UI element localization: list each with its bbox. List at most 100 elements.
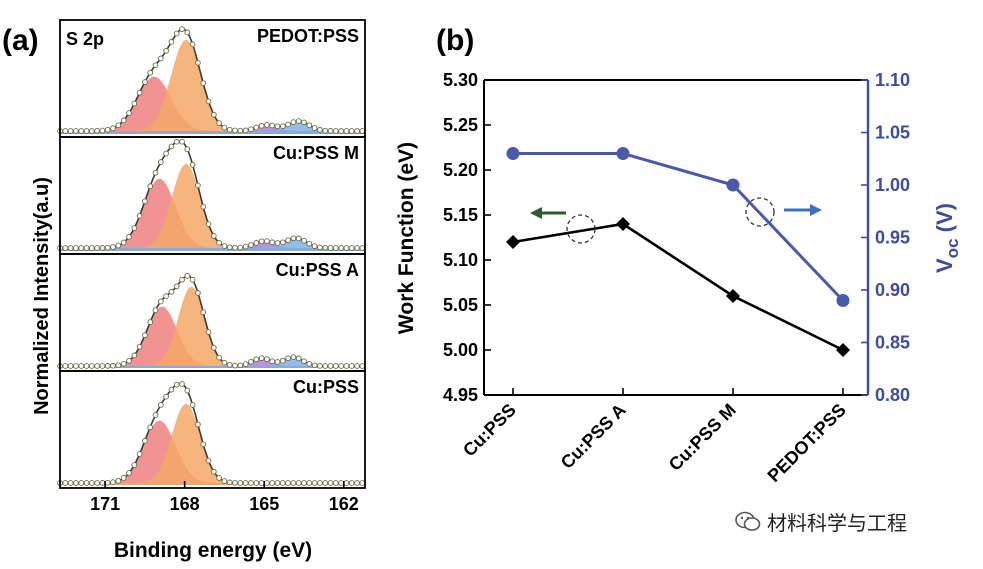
- data-point: [332, 363, 339, 369]
- data-point: [290, 354, 297, 360]
- data-point: [168, 143, 175, 150]
- data-point: [83, 128, 90, 134]
- data-point: [354, 245, 360, 251]
- data-point: [157, 298, 164, 305]
- data-point: [348, 245, 355, 251]
- data-point: [264, 238, 270, 244]
- data-point: [88, 480, 95, 486]
- data-point: [195, 421, 201, 428]
- data-point: [152, 62, 159, 69]
- panel-b-left-axis-label: Work Function (eV): [395, 142, 418, 334]
- x-tick-label: 168: [170, 494, 200, 514]
- data-point: [189, 276, 196, 283]
- data-point: [142, 332, 148, 339]
- data-point: [354, 128, 360, 134]
- data-point: [258, 238, 265, 245]
- xps-stack: PEDOT:PSS Cu:PSS M Cu:PSS A Cu:PSS: [57, 19, 366, 489]
- right-y-tick-label: 1.10: [875, 70, 910, 90]
- data-point: [322, 127, 329, 134]
- data-point: [83, 363, 90, 369]
- data-point: [115, 242, 122, 249]
- data-point: [248, 242, 254, 248]
- data-point: [343, 128, 350, 134]
- data-point: [126, 110, 132, 116]
- data-point: [131, 225, 138, 231]
- fit-component-peak: [60, 420, 365, 485]
- data-point: [221, 359, 228, 366]
- data-point: [94, 245, 100, 251]
- data-point: [78, 245, 85, 251]
- data-point: [226, 362, 233, 368]
- data-point: [163, 393, 169, 400]
- data-point: [279, 123, 286, 130]
- data-point: [216, 120, 222, 126]
- data-point: [205, 329, 212, 335]
- right-arrow-icon: [810, 204, 822, 216]
- data-point: [99, 245, 106, 251]
- data-point: [163, 293, 169, 299]
- right-y-tick-label: 0.85: [875, 333, 910, 353]
- data-point: [295, 235, 302, 242]
- data-point: [195, 59, 201, 66]
- data-point: [301, 480, 307, 486]
- data-point: [67, 480, 74, 486]
- left-y-tick-label: 4.95: [443, 385, 478, 405]
- data-point: [216, 475, 222, 481]
- left-y-tick-label: 5.00: [443, 340, 478, 360]
- data-point: [115, 362, 122, 369]
- data-point: [67, 128, 74, 134]
- data-point: [279, 239, 286, 246]
- data-point: [104, 244, 111, 251]
- data-point: [147, 319, 154, 325]
- data-point: [120, 475, 127, 481]
- data-point: [78, 128, 85, 134]
- data-point: [195, 182, 201, 189]
- data-point: [179, 138, 185, 145]
- work-function-point: [836, 343, 850, 357]
- left-y-tick-label: 5.10: [443, 250, 478, 270]
- data-point: [242, 243, 249, 250]
- panel-b-plot: 5.30 5.25 5.20 5.15 5.10 5.05 5.00 4.95 1.10 1.05…: [443, 70, 910, 486]
- left-y-tick-label: 5.05: [443, 295, 478, 315]
- data-point: [311, 362, 318, 369]
- data-point: [279, 357, 286, 364]
- data-point: [136, 213, 143, 219]
- data-point: [216, 239, 222, 246]
- data-point: [301, 237, 307, 244]
- data-point: [232, 362, 238, 369]
- data-point: [359, 128, 366, 134]
- data-point: [104, 363, 111, 369]
- x-category-label: PEDOT:PSS: [764, 400, 850, 486]
- data-point: [200, 309, 207, 316]
- data-point: [73, 480, 79, 486]
- series-line: [513, 152, 845, 302]
- xps-panel-label: Cu:PSS M: [273, 143, 359, 163]
- right-y-tick-label: 0.95: [875, 228, 910, 248]
- data-point: [295, 355, 302, 362]
- xps-panel: Cu:PSS M: [57, 136, 366, 255]
- data-point: [126, 470, 132, 476]
- watermark: 材料科学与工程: [735, 507, 907, 536]
- data-point: [322, 363, 329, 369]
- data-point: [269, 239, 276, 246]
- data-point: [99, 363, 106, 369]
- xps-panel-label: Cu:PSS: [293, 377, 359, 397]
- data-point: [73, 128, 79, 134]
- data-point: [200, 80, 207, 87]
- data-point: [131, 100, 138, 107]
- data-point: [73, 245, 79, 251]
- data-point: [285, 237, 291, 244]
- panel-b: (b) Work Function (eV) Voc (V) 5.305.255…: [395, 24, 962, 486]
- data-point: [279, 480, 286, 486]
- data-point: [142, 438, 148, 444]
- data-point: [317, 244, 323, 251]
- data-point: [274, 480, 281, 486]
- data-point: [327, 480, 334, 486]
- data-point: [210, 233, 217, 239]
- data-point: [338, 128, 344, 134]
- data-point: [338, 480, 344, 486]
- data-point: [94, 480, 100, 486]
- left-y-tick-label: 5.25: [443, 115, 478, 135]
- data-point: [301, 119, 307, 126]
- data-point: [248, 480, 254, 486]
